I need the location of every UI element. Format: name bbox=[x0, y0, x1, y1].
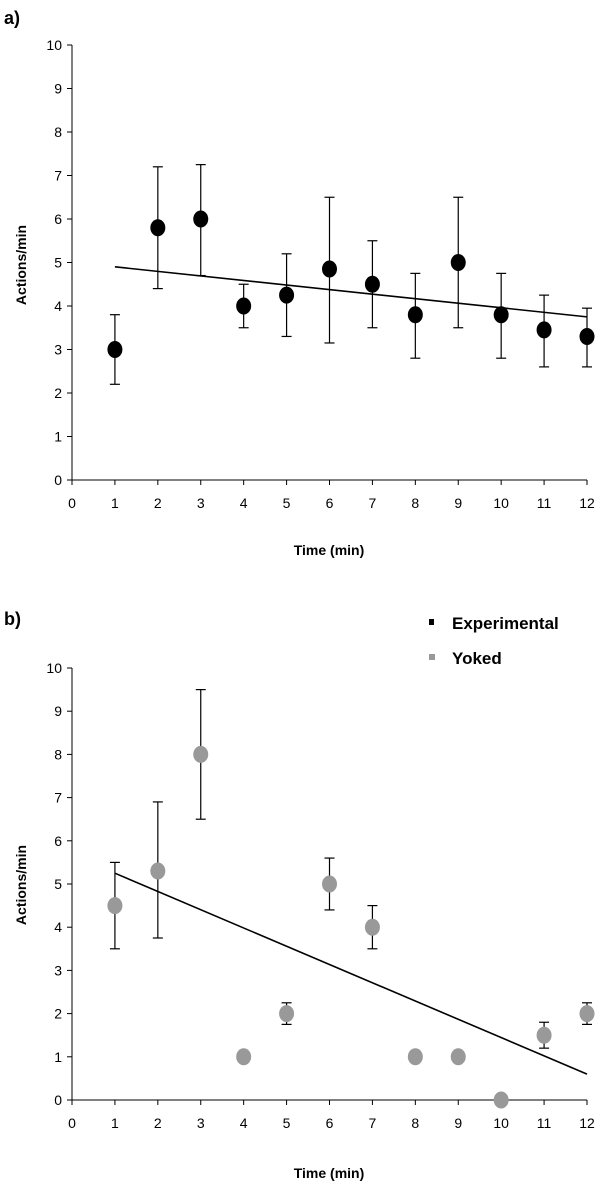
data-point-b bbox=[408, 1048, 423, 1065]
x-tick-label-a: 7 bbox=[369, 495, 377, 511]
y-tick-label-a: 1 bbox=[54, 429, 62, 445]
x-tick-label-b: 4 bbox=[240, 1115, 248, 1131]
legend-swatch-experimental bbox=[429, 619, 434, 625]
x-tick-label-a: 6 bbox=[326, 495, 334, 511]
x-tick-label-a: 1 bbox=[111, 495, 119, 511]
x-tick-label-a: 2 bbox=[154, 495, 162, 511]
x-tick-label-b: 10 bbox=[493, 1115, 509, 1131]
x-tick-label-a: 11 bbox=[537, 495, 552, 511]
y-tick-label-a: 5 bbox=[54, 255, 62, 271]
x-tick-label-a: 3 bbox=[197, 495, 205, 511]
legend-label-experimental: Experimental bbox=[452, 614, 559, 633]
y-axis-label-a: Actions/min bbox=[13, 225, 29, 305]
data-point-a bbox=[365, 276, 380, 293]
legend: Experimental Yoked bbox=[429, 614, 559, 668]
x-tick-label-a: 0 bbox=[68, 495, 76, 511]
y-tick-label-a: 8 bbox=[54, 124, 62, 140]
x-tick-label-b: 8 bbox=[411, 1115, 419, 1131]
y-tick-label-b: 5 bbox=[54, 876, 62, 892]
chart-b: b) Experimental Yoked Actions/min Time (… bbox=[0, 560, 598, 1184]
x-tick-label-b: 12 bbox=[579, 1115, 595, 1131]
x-tick-label-a: 5 bbox=[283, 495, 291, 511]
y-tick-label-b: 10 bbox=[46, 660, 62, 676]
trendline-b bbox=[115, 873, 587, 1074]
y-tick-label-b: 7 bbox=[54, 790, 62, 806]
x-tick-label-a: 9 bbox=[454, 495, 462, 511]
data-point-b bbox=[193, 746, 208, 763]
data-point-b bbox=[365, 919, 380, 936]
data-point-b bbox=[107, 897, 122, 914]
data-point-b bbox=[537, 1027, 552, 1044]
panel-label-b: b) bbox=[4, 609, 21, 629]
data-point-b bbox=[451, 1048, 466, 1065]
data-point-a bbox=[408, 306, 423, 323]
data-point-b bbox=[580, 1005, 595, 1022]
data-point-a bbox=[322, 261, 337, 278]
data-point-a bbox=[107, 341, 122, 358]
y-tick-label-a: 0 bbox=[54, 472, 62, 488]
y-tick-label-a: 6 bbox=[54, 211, 62, 227]
data-point-a bbox=[494, 306, 509, 323]
x-tick-label-b: 9 bbox=[454, 1115, 462, 1131]
data-point-a bbox=[150, 219, 165, 236]
y-tick-label-a: 3 bbox=[54, 342, 62, 358]
x-tick-label-b: 11 bbox=[537, 1115, 552, 1131]
data-point-a bbox=[193, 211, 208, 228]
x-tick-label-b: 7 bbox=[369, 1115, 377, 1131]
data-point-a bbox=[451, 254, 466, 271]
y-tick-label-b: 8 bbox=[54, 746, 62, 762]
y-tick-label-b: 6 bbox=[54, 833, 62, 849]
data-point-b bbox=[236, 1048, 251, 1065]
data-point-a bbox=[236, 298, 251, 315]
y-tick-label-b: 1 bbox=[54, 1049, 62, 1065]
trendline-a bbox=[115, 267, 587, 317]
y-tick-label-a: 2 bbox=[54, 385, 62, 401]
data-point-b bbox=[150, 863, 165, 880]
x-tick-label-a: 8 bbox=[411, 495, 419, 511]
data-point-a bbox=[580, 328, 595, 345]
x-tick-label-b: 6 bbox=[326, 1115, 334, 1131]
x-tick-label-b: 3 bbox=[197, 1115, 205, 1131]
y-tick-label-b: 9 bbox=[54, 703, 62, 719]
y-tick-label-b: 2 bbox=[54, 1006, 62, 1022]
y-tick-label-a: 10 bbox=[46, 37, 62, 53]
x-tick-label-a: 4 bbox=[240, 495, 248, 511]
x-axis-label-a: Time (min) bbox=[294, 542, 365, 558]
data-point-a bbox=[537, 321, 552, 338]
x-tick-label-b: 1 bbox=[111, 1115, 119, 1131]
y-tick-label-b: 4 bbox=[54, 919, 62, 935]
y-tick-label-b: 0 bbox=[54, 1092, 62, 1108]
y-tick-label-a: 7 bbox=[54, 168, 62, 184]
legend-label-yoked: Yoked bbox=[452, 649, 502, 668]
x-tick-label-b: 2 bbox=[154, 1115, 162, 1131]
y-tick-label-a: 4 bbox=[54, 298, 62, 314]
y-tick-label-a: 9 bbox=[54, 81, 62, 97]
y-axis-label-b: Actions/min bbox=[13, 845, 29, 925]
data-point-b bbox=[279, 1005, 294, 1022]
data-point-b bbox=[322, 876, 337, 893]
panel-label-a: a) bbox=[4, 8, 20, 28]
legend-swatch-yoked bbox=[429, 654, 435, 660]
x-tick-label-a: 12 bbox=[579, 495, 595, 511]
x-tick-label-b: 5 bbox=[283, 1115, 291, 1131]
data-point-a bbox=[279, 287, 294, 304]
x-tick-label-a: 10 bbox=[493, 495, 509, 511]
data-point-b bbox=[494, 1092, 509, 1109]
x-tick-label-b: 0 bbox=[68, 1115, 76, 1131]
x-axis-label-b: Time (min) bbox=[294, 1165, 365, 1181]
y-tick-label-b: 3 bbox=[54, 962, 62, 978]
